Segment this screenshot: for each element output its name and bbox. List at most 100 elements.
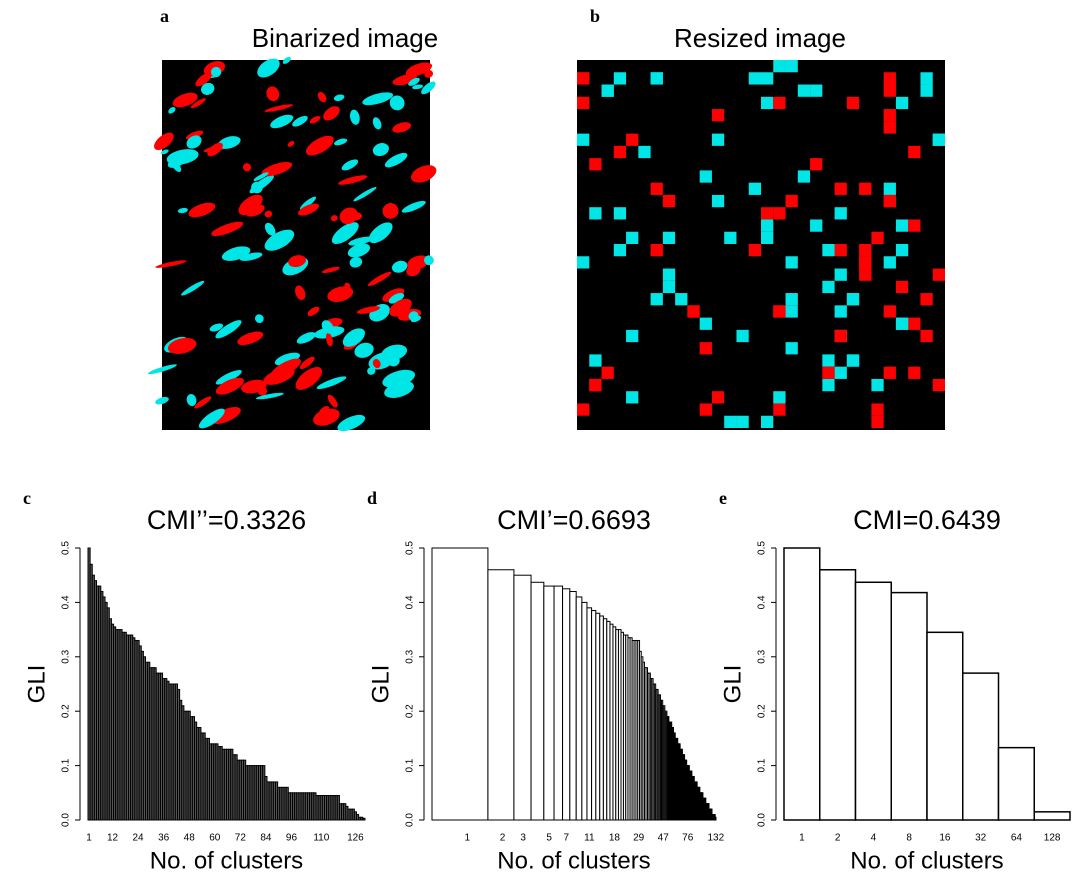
image-pixel bbox=[846, 96, 860, 110]
image-blob bbox=[217, 136, 241, 149]
image-pixel bbox=[699, 403, 712, 416]
image-blob bbox=[245, 204, 265, 217]
image-blob bbox=[348, 236, 373, 246]
image-pixel bbox=[871, 415, 884, 428]
x-tick-label: 5 bbox=[546, 833, 552, 844]
image-pixel bbox=[932, 268, 945, 281]
image-blob bbox=[215, 320, 242, 339]
panel-label: a bbox=[160, 6, 169, 26]
image-blob bbox=[288, 255, 306, 268]
image-blob bbox=[210, 66, 222, 78]
image-pixel bbox=[895, 219, 909, 232]
image-blob bbox=[264, 229, 295, 251]
image-pixel bbox=[834, 182, 847, 195]
image-blob bbox=[412, 84, 424, 90]
image-blob bbox=[168, 107, 176, 114]
image-pixel bbox=[932, 378, 945, 392]
image-pixel bbox=[834, 305, 847, 318]
image-pixel bbox=[859, 268, 872, 281]
x-tick-label: 24 bbox=[133, 833, 145, 844]
image-blob bbox=[215, 377, 244, 395]
x-tick-label: 47 bbox=[658, 833, 670, 844]
image-pixel bbox=[773, 207, 786, 220]
x-tick-label: 2 bbox=[835, 833, 841, 844]
image-blob bbox=[325, 332, 333, 347]
x-tick-label: 110 bbox=[313, 833, 329, 844]
image-blob bbox=[221, 246, 251, 261]
bar bbox=[487, 569, 515, 821]
image-pixel bbox=[773, 96, 786, 110]
image-pixel bbox=[748, 72, 761, 85]
image-pixel bbox=[797, 84, 811, 97]
image-blob bbox=[391, 260, 408, 273]
image-pixel bbox=[711, 194, 725, 208]
image-blob bbox=[251, 181, 263, 194]
image-blob bbox=[382, 369, 415, 388]
y-tick-label: 0.2 bbox=[405, 704, 416, 718]
image-pixel bbox=[626, 329, 639, 343]
image-pixel bbox=[810, 219, 823, 232]
image-pixel bbox=[699, 170, 712, 183]
x-tick-label: 16 bbox=[939, 833, 951, 844]
image-blob bbox=[349, 256, 363, 268]
image-pixel bbox=[761, 415, 774, 428]
image-blob bbox=[186, 135, 202, 149]
image-pixel bbox=[920, 329, 933, 343]
image-blob bbox=[316, 376, 347, 390]
image-pixel bbox=[613, 72, 627, 85]
image-pixel bbox=[895, 280, 909, 294]
image-pixel bbox=[699, 317, 712, 330]
image-blob bbox=[401, 200, 426, 213]
image-pixel bbox=[662, 194, 676, 208]
image-blob bbox=[264, 104, 294, 112]
image-blob bbox=[339, 207, 358, 225]
image-title: Binarized image bbox=[252, 23, 438, 53]
x-tick-label: 132 bbox=[707, 833, 724, 844]
image-blob bbox=[309, 115, 321, 124]
image-blob bbox=[282, 56, 291, 64]
image-pixel bbox=[932, 133, 945, 146]
image-blob bbox=[207, 142, 223, 157]
image-pixel bbox=[711, 391, 725, 404]
image-blob bbox=[327, 286, 354, 302]
image-blob bbox=[356, 306, 380, 314]
image-pixel bbox=[577, 403, 590, 416]
image-pixel bbox=[883, 121, 896, 134]
image-pixel bbox=[626, 133, 639, 146]
image-blob bbox=[331, 222, 359, 245]
image-blob bbox=[372, 359, 381, 369]
image-blob bbox=[190, 98, 206, 109]
bar bbox=[595, 612, 601, 821]
image-pixel bbox=[589, 354, 602, 367]
image-blob bbox=[342, 328, 365, 347]
image-blob bbox=[338, 175, 368, 185]
image-blob bbox=[424, 69, 434, 78]
image-pixel bbox=[920, 84, 933, 97]
image-pixel bbox=[883, 194, 896, 208]
bar bbox=[890, 591, 928, 821]
image-blob bbox=[147, 364, 177, 375]
image-blob bbox=[382, 288, 405, 302]
image-pixel bbox=[577, 133, 590, 146]
image-blob bbox=[307, 306, 320, 317]
image-pixel bbox=[834, 207, 847, 220]
x-tick-label: 29 bbox=[633, 833, 645, 844]
y-tick-label: 0.4 bbox=[757, 595, 768, 609]
bar bbox=[926, 631, 964, 821]
chart-title: CMI=0.6439 bbox=[853, 505, 1001, 535]
image-blob bbox=[344, 282, 351, 291]
image-blob bbox=[388, 292, 405, 304]
image-pixel bbox=[724, 231, 737, 244]
image-pixel bbox=[883, 256, 896, 269]
image-blob bbox=[405, 62, 433, 77]
image-blob bbox=[421, 81, 436, 95]
image-blob bbox=[321, 266, 340, 274]
image-pixel bbox=[908, 145, 921, 159]
image-pixel bbox=[785, 342, 798, 355]
image-pixel bbox=[908, 366, 921, 379]
bar bbox=[602, 618, 608, 821]
x-tick-label: 84 bbox=[260, 833, 272, 844]
x-tick-label: 18 bbox=[609, 833, 621, 844]
y-tick-label: 0.5 bbox=[405, 541, 416, 555]
